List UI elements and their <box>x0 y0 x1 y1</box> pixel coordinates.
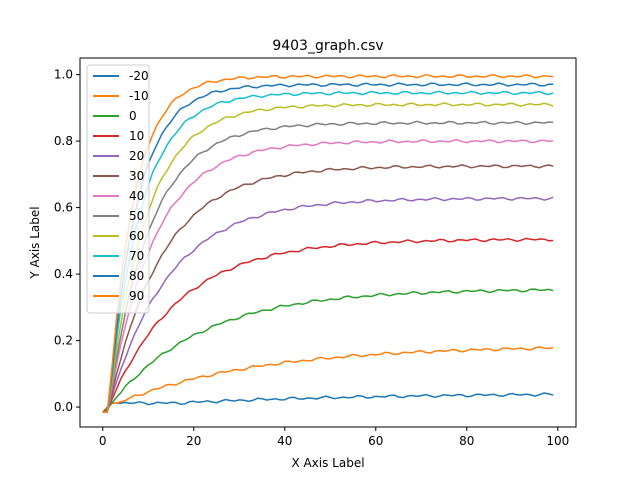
legend-label: -10 <box>129 89 149 103</box>
legend-label: -20 <box>129 69 149 83</box>
legend-label: 20 <box>129 149 144 163</box>
x-tick-label: 60 <box>368 434 383 448</box>
series-line-4 <box>102 237 554 413</box>
x-axis-ticks: 0 20 40 60 80 100 <box>99 427 569 448</box>
y-tick-label: 0.4 <box>54 267 73 281</box>
legend-label: 80 <box>129 269 144 283</box>
x-axis-label: X Axis Label <box>291 456 364 470</box>
legend-label: 70 <box>129 249 144 263</box>
series-line-10 <box>102 90 554 413</box>
legend-label: 90 <box>129 289 144 303</box>
legend-box <box>86 64 150 314</box>
series-line-8 <box>102 120 554 413</box>
x-tick-label: 20 <box>186 434 201 448</box>
series-line-3 <box>102 288 554 413</box>
legend-label: 40 <box>129 189 144 203</box>
series-line-6 <box>102 164 554 413</box>
x-tick-label: 80 <box>459 434 474 448</box>
x-tick-label: 40 <box>277 434 292 448</box>
legend-label: 60 <box>129 229 144 243</box>
plot-lines <box>102 73 554 413</box>
x-tick-label: 0 <box>99 434 107 448</box>
y-tick-label: 0.0 <box>54 400 73 414</box>
series-line-9 <box>102 102 554 413</box>
y-axis-ticks: 0.0 0.2 0.4 0.6 0.8 1.0 <box>54 68 80 414</box>
y-axis-label: Y Axis Label <box>28 206 42 279</box>
series-line-7 <box>102 139 554 413</box>
legend-label: 30 <box>129 169 144 183</box>
series-line-12 <box>102 73 554 413</box>
y-tick-label: 0.2 <box>54 334 73 348</box>
y-tick-label: 0.6 <box>54 201 73 215</box>
legend-label: 10 <box>129 129 144 143</box>
legend: -20 -10 0 10 20 30 40 50 60 70 80 90 <box>86 64 150 314</box>
chart-title: 9403_graph.csv <box>272 38 383 54</box>
y-tick-label: 0.8 <box>54 134 73 148</box>
series-line-1 <box>102 392 554 413</box>
series-line-2 <box>102 346 554 413</box>
x-tick-label: 100 <box>546 434 569 448</box>
series-line-5 <box>102 196 554 413</box>
legend-label: 50 <box>129 209 144 223</box>
y-tick-label: 1.0 <box>54 68 73 82</box>
series-line-11 <box>102 82 554 413</box>
plot-frame <box>79 57 577 428</box>
legend-label: 0 <box>129 109 137 123</box>
